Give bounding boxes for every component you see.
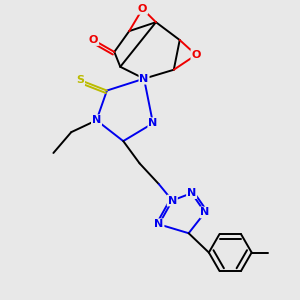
Text: O: O — [191, 50, 201, 60]
Text: S: S — [76, 75, 84, 85]
Text: O: O — [138, 4, 147, 14]
Text: O: O — [89, 35, 98, 45]
Text: N: N — [200, 207, 210, 218]
Text: N: N — [187, 188, 196, 198]
Text: N: N — [148, 118, 158, 128]
Text: N: N — [92, 115, 101, 125]
Text: N: N — [140, 74, 149, 84]
Text: N: N — [154, 219, 164, 229]
Text: N: N — [168, 196, 177, 206]
